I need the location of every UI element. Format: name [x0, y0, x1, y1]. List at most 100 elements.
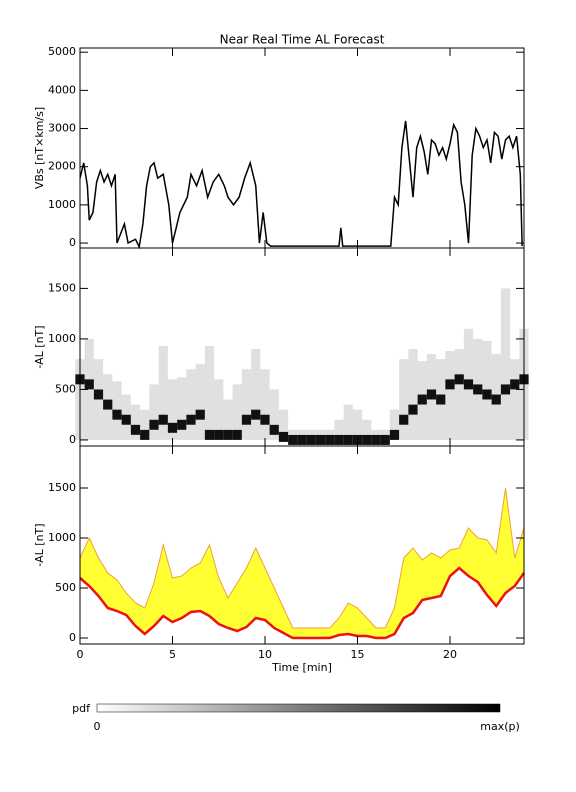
- pdf-peak: [140, 429, 150, 440]
- y-tick-label: 0: [69, 433, 76, 446]
- y-tick-label: 1000: [48, 198, 76, 211]
- pdf-peak: [491, 394, 501, 405]
- pdf-spread: [408, 349, 418, 440]
- x-tick-label: 20: [443, 648, 457, 661]
- y-tick-label: 1500: [48, 281, 76, 294]
- pdf-spread: [251, 349, 261, 440]
- y-tick-label: 3000: [48, 122, 76, 135]
- pdf-spread: [288, 429, 298, 440]
- pdf-peak: [260, 414, 270, 425]
- y-tick-label: 1000: [48, 531, 76, 544]
- pdf-peak: [362, 434, 372, 445]
- colorbar-label: pdf: [72, 702, 91, 715]
- y-tick-label: 0: [69, 236, 76, 249]
- pdf-peak: [436, 394, 446, 405]
- pdf-peak: [306, 434, 316, 445]
- pdf-peak: [214, 429, 224, 440]
- y-tick-label: 4000: [48, 83, 76, 96]
- pdf-peak: [251, 409, 261, 420]
- colorbar: [96, 703, 501, 713]
- pdf-peak: [167, 422, 178, 433]
- pdf-spread: [352, 409, 363, 440]
- pdf-spread: [278, 409, 289, 440]
- y-axis-label: VBs [nT×km/s]: [33, 107, 46, 189]
- y-tick-label: 1000: [48, 332, 76, 345]
- pdf-spread: [454, 349, 464, 440]
- pdf-peak: [278, 431, 289, 442]
- pdf-spread: [186, 369, 196, 440]
- pdf-peak: [186, 414, 196, 425]
- pdf-peak: [269, 424, 279, 435]
- pdf-spread: [232, 384, 242, 440]
- pdf-spread: [93, 359, 104, 440]
- pdf-peak: [177, 419, 187, 430]
- pdf-spread: [204, 345, 215, 440]
- forecast-line: [79, 566, 526, 640]
- pdf-peak: [380, 434, 390, 445]
- pdf-peak: [223, 429, 233, 440]
- pdf-peak: [463, 379, 474, 390]
- pdf-spread: [214, 379, 224, 440]
- pdf-peak: [121, 414, 131, 425]
- pdf-peak: [297, 434, 307, 445]
- pdf-peak: [112, 409, 122, 420]
- colorbar-max: max(p): [480, 720, 520, 733]
- pdf-peak: [510, 379, 520, 390]
- colorbar-min: 0: [94, 720, 101, 733]
- pdf-spread: [362, 419, 372, 440]
- pdf-spread: [315, 429, 326, 440]
- pdf-peak: [241, 414, 252, 425]
- pdf-spread: [510, 359, 520, 440]
- pdf-peak: [417, 394, 427, 405]
- pdf-peak: [130, 424, 141, 435]
- pdf-peak: [445, 379, 455, 390]
- pdf-spread: [140, 409, 150, 440]
- y-tick-label: 0: [69, 631, 76, 644]
- pdf-peak: [204, 429, 215, 440]
- pdf-peak: [232, 429, 242, 440]
- pdf-spread: [260, 369, 270, 440]
- pdf-peak: [315, 434, 326, 445]
- pdf-peak: [399, 414, 409, 425]
- pdf-peak: [426, 389, 437, 400]
- pdf-spread: [241, 369, 252, 440]
- panel: 0 1000 2000 3000 4000 5000 VBs [nT×km/s]: [33, 45, 525, 250]
- pdf-peak: [288, 434, 298, 445]
- pdf-spread: [177, 377, 187, 440]
- pdf-spread: [334, 419, 344, 440]
- pdf-spread: [343, 404, 353, 440]
- pdf-peak: [325, 434, 335, 445]
- y-tick-label: 1500: [48, 481, 76, 494]
- y-axis-label: -AL [nT]: [33, 325, 46, 368]
- pdf-peak: [84, 379, 94, 390]
- pdf-spread: [167, 379, 178, 440]
- pdf-spread: [389, 409, 400, 440]
- pdf-peak: [473, 384, 483, 395]
- pdf-peak: [454, 374, 464, 385]
- pdf-peak: [500, 384, 511, 395]
- x-tick-label: 5: [169, 648, 176, 661]
- pdf-spread: [297, 429, 307, 440]
- pdf-peak: [195, 409, 205, 420]
- pdf-spread: [223, 399, 233, 440]
- pdf-peak: [149, 419, 159, 430]
- y-tick-label: 500: [55, 581, 76, 594]
- pdf-spread: [84, 338, 94, 440]
- pdf-spread: [325, 429, 335, 440]
- x-axis-label: Time [min]: [271, 661, 332, 674]
- pdf-spread: [500, 288, 511, 440]
- pdf-spread: [195, 364, 205, 440]
- pdf-peak: [389, 429, 400, 440]
- pdf-peak: [343, 434, 353, 445]
- pdf-spread: [269, 389, 279, 440]
- panel: 0 500 1000 1500 0 5 10 15 20 -AL [nT] Time [min]: [33, 445, 526, 674]
- pdf-peak: [371, 434, 381, 445]
- pdf-peak: [103, 399, 113, 410]
- pdf-peak: [408, 404, 418, 415]
- upper-edge: [79, 487, 525, 629]
- vbs-line: [79, 120, 523, 250]
- pdf-spread: [445, 351, 455, 440]
- plot-frame: [79, 445, 525, 645]
- pdf-spread: [158, 345, 168, 440]
